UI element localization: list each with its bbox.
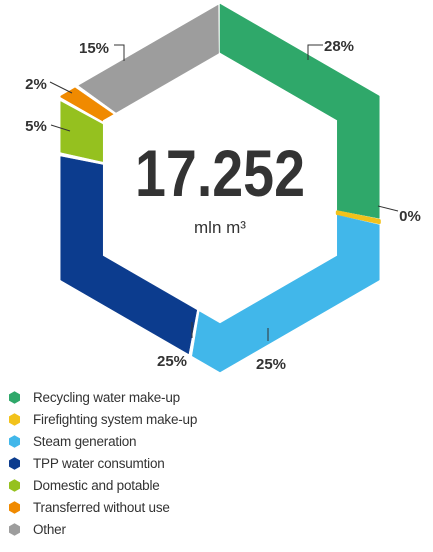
legend-label: Recycling water make-up [33, 389, 180, 405]
legend-item-recycling-water-make-up: Recycling water make-up [8, 386, 197, 408]
leader-line-recycling-water-make-up [307, 44, 323, 60]
leader-line-transferred-without-use [49, 81, 73, 94]
legend-label: Transferred without use [33, 499, 170, 515]
legend-item-transferred-without-use: Transferred without use [8, 496, 197, 518]
leader-line-firefighting-system-make-up [377, 205, 399, 212]
segment-steam-generation [192, 214, 380, 373]
data-label-recycling-water-make-up: 28% [324, 38, 354, 55]
segment-recycling-water-make-up [219, 3, 380, 219]
center-total-value: 17.252 [135, 136, 305, 210]
hexagon-icon [8, 522, 21, 536]
segment-firefighting-system-make-up [335, 210, 381, 225]
chart-leader-lines [49, 44, 399, 341]
hexagon-icon [8, 456, 21, 470]
data-label-firefighting-system-make-up: 0% [399, 208, 421, 225]
hexagon-donut-chart: 28% 0% 25% 25% 5% 2% 15% 17.252 mln m³ [25, 3, 421, 373]
chart-segments [60, 3, 381, 373]
legend-label: TPP water consumtion [33, 455, 165, 471]
legend-label: Domestic and potable [33, 477, 160, 493]
chart-data-labels: 28% 0% 25% 25% 5% 2% 15% [25, 38, 421, 373]
segment-other [78, 4, 219, 113]
data-label-steam-generation: 25% [256, 356, 286, 373]
data-label-tpp-water-consumtion: 25% [157, 353, 187, 370]
data-label-transferred-without-use: 2% [25, 76, 47, 93]
hexagon-icon [8, 500, 21, 514]
hexagon-icon [8, 390, 21, 404]
legend-label: Other [33, 521, 66, 537]
legend-item-other: Other [8, 518, 197, 540]
data-label-domestic-and-potable: 5% [25, 118, 47, 135]
segment-transferred-without-use [60, 87, 114, 122]
legend-label: Steam generation [33, 433, 137, 449]
legend-item-firefighting-system-make-up: Firefighting system make-up [8, 408, 197, 430]
legend-item-domestic-and-potable: Domestic and potable [8, 474, 197, 496]
hexagon-icon [8, 412, 21, 426]
hexagon-icon [8, 434, 21, 448]
data-label-other: 15% [79, 40, 109, 57]
legend-item-steam-generation: Steam generation [8, 430, 197, 452]
legend-item-tpp-water-consumtion: TPP water consumtion [8, 452, 197, 474]
segment-domestic-and-potable [60, 101, 103, 162]
legend-label: Firefighting system make-up [33, 411, 198, 427]
center-unit-label: mln m³ [194, 218, 246, 237]
leader-line-other [114, 44, 125, 61]
chart-legend: Recycling water make-up Firefighting syst… [8, 386, 197, 540]
segment-tpp-water-consumtion [60, 156, 198, 355]
hexagon-icon [8, 478, 21, 492]
leader-line-domestic-and-potable [50, 124, 71, 132]
